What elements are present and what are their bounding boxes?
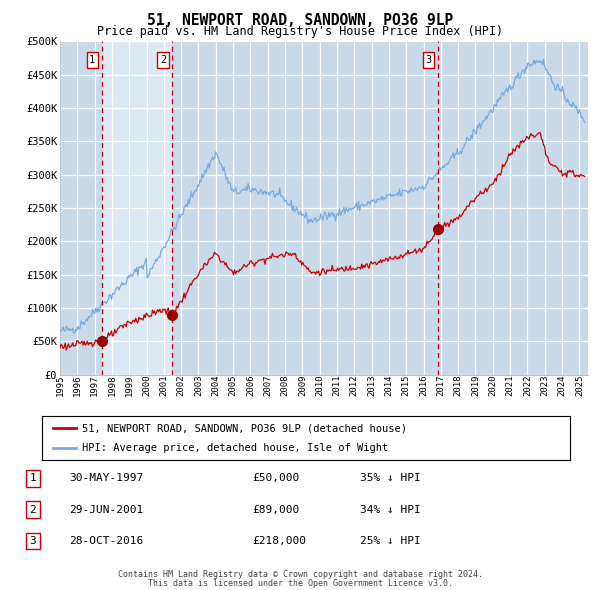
Text: 2: 2: [29, 505, 37, 514]
Text: 1: 1: [89, 55, 95, 65]
Text: 51, NEWPORT ROAD, SANDOWN, PO36 9LP (detached house): 51, NEWPORT ROAD, SANDOWN, PO36 9LP (det…: [82, 424, 407, 433]
Bar: [60, 41, 102, 375]
Text: 29-JUN-2001: 29-JUN-2001: [69, 505, 143, 514]
Text: 25% ↓ HPI: 25% ↓ HPI: [360, 536, 421, 546]
Text: 30-MAY-1997: 30-MAY-1997: [69, 474, 143, 483]
Text: 3: 3: [29, 536, 37, 546]
Text: HPI: Average price, detached house, Isle of Wight: HPI: Average price, detached house, Isle…: [82, 443, 388, 453]
Text: £218,000: £218,000: [252, 536, 306, 546]
Text: 2017: 2017: [436, 375, 445, 396]
Text: £89,000: £89,000: [252, 505, 299, 514]
Text: Price paid vs. HM Land Registry's House Price Index (HPI): Price paid vs. HM Land Registry's House …: [97, 25, 503, 38]
Text: 2008: 2008: [281, 375, 290, 396]
Text: 2007: 2007: [263, 375, 272, 396]
Text: 2022: 2022: [523, 375, 532, 396]
Text: 1999: 1999: [125, 375, 134, 396]
Text: 2024: 2024: [557, 375, 566, 396]
Text: 2004: 2004: [211, 375, 220, 396]
Text: 1996: 1996: [73, 375, 82, 396]
Text: 2: 2: [160, 55, 166, 65]
Text: 2020: 2020: [488, 375, 497, 396]
Text: 3: 3: [425, 55, 431, 65]
Text: 34% ↓ HPI: 34% ↓ HPI: [360, 505, 421, 514]
Text: 1: 1: [29, 474, 37, 483]
Text: 35% ↓ HPI: 35% ↓ HPI: [360, 474, 421, 483]
Text: 1998: 1998: [107, 375, 116, 396]
Text: 2001: 2001: [160, 375, 169, 396]
Text: 2006: 2006: [246, 375, 255, 396]
Text: 2015: 2015: [402, 375, 411, 396]
Bar: [172, 41, 438, 375]
Text: 2016: 2016: [419, 375, 428, 396]
Text: 1995: 1995: [56, 375, 65, 396]
Text: 2009: 2009: [298, 375, 307, 396]
Text: 2010: 2010: [315, 375, 324, 396]
Text: 2014: 2014: [385, 375, 394, 396]
Text: 1997: 1997: [90, 375, 99, 396]
Text: 2003: 2003: [194, 375, 203, 396]
Bar: [438, 41, 588, 375]
Text: 2000: 2000: [142, 375, 151, 396]
Text: 2012: 2012: [350, 375, 359, 396]
Text: 51, NEWPORT ROAD, SANDOWN, PO36 9LP: 51, NEWPORT ROAD, SANDOWN, PO36 9LP: [147, 13, 453, 28]
Text: 2021: 2021: [506, 375, 515, 396]
Bar: [102, 41, 172, 375]
Text: 2023: 2023: [540, 375, 549, 396]
Text: Contains HM Land Registry data © Crown copyright and database right 2024.: Contains HM Land Registry data © Crown c…: [118, 570, 482, 579]
Text: 2011: 2011: [332, 375, 341, 396]
Text: This data is licensed under the Open Government Licence v3.0.: This data is licensed under the Open Gov…: [148, 579, 452, 588]
Text: 2013: 2013: [367, 375, 376, 396]
Text: 2025: 2025: [575, 375, 584, 396]
Text: 2002: 2002: [176, 375, 185, 396]
Text: 28-OCT-2016: 28-OCT-2016: [69, 536, 143, 546]
Text: £50,000: £50,000: [252, 474, 299, 483]
Text: 2019: 2019: [471, 375, 480, 396]
Text: 2005: 2005: [229, 375, 238, 396]
Text: 2018: 2018: [454, 375, 463, 396]
